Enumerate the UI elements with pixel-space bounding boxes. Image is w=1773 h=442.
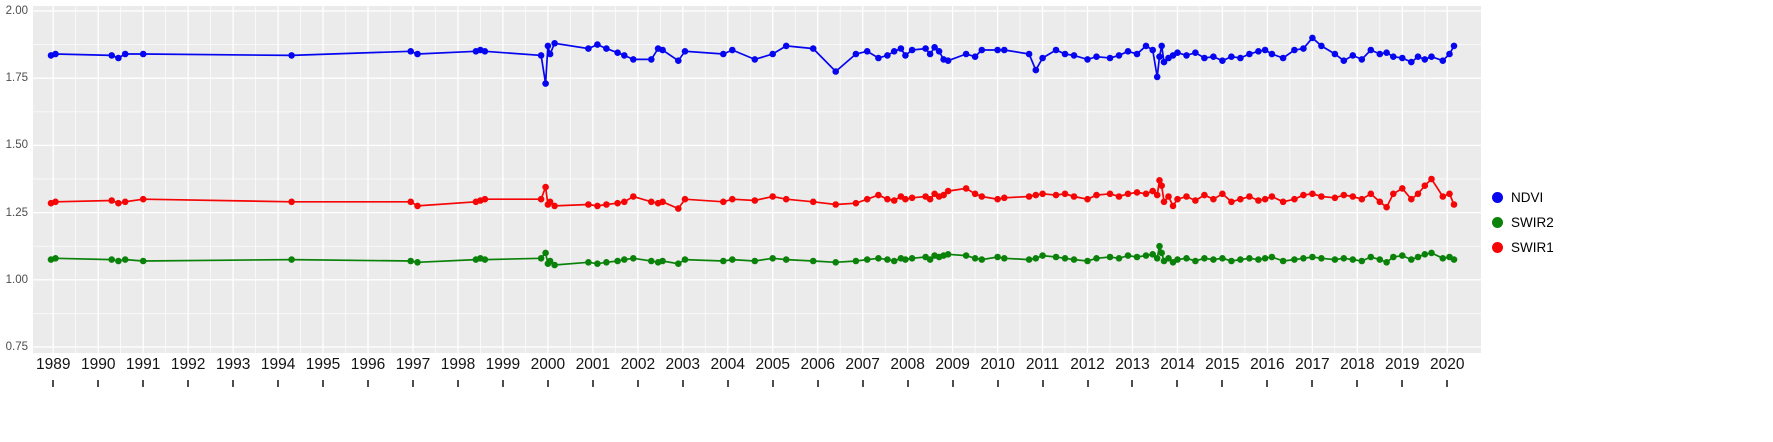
x-axis-tick-label: 2019	[1385, 356, 1420, 373]
x-axis-tick-mark	[951, 380, 954, 387]
series-swir2	[47, 242, 1458, 269]
y-axis-tick-label: 1.50	[5, 139, 28, 152]
x-axis-tick-mark	[322, 380, 325, 387]
x-axis-tick-mark	[771, 380, 774, 387]
x-axis-tick-mark	[1086, 380, 1089, 387]
x-axis-tick-mark	[546, 380, 549, 387]
x-axis-tick-label: 2012	[1070, 356, 1105, 373]
x-axis: 1989 1990 1991 1992 1993 1994 1995 1996 1997 1998…	[33, 356, 1481, 376]
x-axis-tick-label: 1994	[260, 356, 296, 373]
x-axis-tick-label: 1993	[215, 356, 251, 373]
x-axis-tick-label: 2016	[1250, 356, 1285, 373]
x-axis-tick-label: 1990	[80, 356, 116, 373]
x-axis-tick-label: 2014	[1160, 356, 1195, 373]
x-axis-tick-mark	[277, 380, 280, 387]
swir1-point-icon	[1492, 242, 1503, 253]
x-axis-tick-label: 1991	[125, 356, 161, 373]
legend-label-ndvi: NDVI	[1511, 189, 1544, 205]
x-axis-tick-mark	[681, 380, 684, 387]
x-axis-tick-label: 1989	[35, 356, 71, 373]
x-axis-tick-mark	[411, 380, 414, 387]
y-axis-tick-label: 2.00	[5, 5, 28, 17]
x-axis-tick-label: 2008	[890, 356, 925, 373]
x-axis-tick-label: 2010	[980, 356, 1015, 373]
x-axis-tick-label: 1992	[170, 356, 206, 373]
x-axis-ticks	[33, 380, 1481, 388]
x-axis-tick-mark	[52, 380, 55, 387]
x-axis-tick-mark	[1401, 380, 1404, 387]
x-axis-tick-label: 2001	[575, 356, 611, 373]
x-axis-tick-label: 2011	[1025, 356, 1060, 373]
x-axis-tick-label: 1996	[350, 356, 386, 373]
plot-area	[33, 6, 1481, 353]
x-axis-tick-mark	[187, 380, 190, 387]
x-axis-tick-label: 2005	[755, 356, 790, 373]
y-axis-tick-label: 1.00	[5, 273, 28, 286]
legend-item-ndvi: NDVI	[1492, 185, 1554, 210]
x-axis-tick-mark	[591, 380, 594, 387]
y-axis-tick-label: 1.75	[5, 72, 28, 85]
series-ndvi	[47, 34, 1458, 87]
legend-label-swir2: SWIR2	[1511, 214, 1554, 230]
x-axis-tick-mark	[1041, 380, 1044, 387]
x-axis-tick-mark	[906, 380, 909, 387]
x-axis-tick-label: 1997	[395, 356, 431, 373]
x-axis-tick-mark	[1356, 380, 1359, 387]
x-axis-tick-mark	[1266, 380, 1269, 387]
x-axis-tick-mark	[861, 380, 864, 387]
x-axis-tick-label: 2020	[1430, 356, 1465, 373]
x-axis-tick-mark	[996, 380, 999, 387]
legend-item-swir2: SWIR2	[1492, 210, 1554, 235]
x-axis-tick-label: 2006	[800, 356, 835, 373]
x-axis-tick-label: 2002	[620, 356, 656, 373]
x-axis-tick-mark	[232, 380, 235, 387]
y-axis: 2.00 1.75 1.50 1.25 1.00 0.75	[0, 0, 31, 442]
y-axis-tick-label: 1.25	[5, 206, 28, 219]
x-axis-tick-mark	[1446, 380, 1449, 387]
x-axis-tick-mark	[816, 380, 819, 387]
x-axis-tick-label: 2018	[1340, 356, 1375, 373]
x-axis-tick-mark	[501, 380, 504, 387]
swir2-point-icon	[1492, 217, 1503, 228]
x-axis-tick-label: 2004	[710, 356, 746, 373]
x-axis-tick-label: 2015	[1205, 356, 1240, 373]
y-axis-tick-label: 0.75	[5, 341, 28, 353]
x-axis-tick-mark	[726, 380, 729, 387]
x-axis-tick-label: 2013	[1115, 356, 1150, 373]
legend-label-swir1: SWIR1	[1511, 239, 1554, 255]
x-axis-tick-label: 2007	[845, 356, 880, 373]
x-axis-tick-label: 1999	[485, 356, 521, 373]
series-swir1	[47, 175, 1458, 212]
x-axis-tick-label: 2003	[665, 356, 701, 373]
legend-item-swir1: SWIR1	[1492, 235, 1554, 260]
legend: NDVI SWIR2 SWIR1	[1492, 185, 1554, 260]
x-axis-tick-label: 2017	[1295, 356, 1330, 373]
x-axis-tick-mark	[456, 380, 459, 387]
x-axis-tick-label: 2000	[530, 356, 566, 373]
x-axis-tick-mark	[367, 380, 370, 387]
x-axis-tick-mark	[97, 380, 100, 387]
x-axis-tick-mark	[1131, 380, 1134, 387]
x-axis-tick-mark	[142, 380, 145, 387]
x-axis-tick-mark	[1221, 380, 1224, 387]
x-axis-tick-label: 1998	[440, 356, 476, 373]
x-axis-tick-mark	[636, 380, 639, 387]
x-axis-tick-mark	[1311, 380, 1314, 387]
x-axis-tick-mark	[1176, 380, 1179, 387]
x-axis-tick-label: 1995	[305, 356, 341, 373]
ndvi-point-icon	[1492, 192, 1503, 203]
x-axis-tick-label: 2009	[935, 356, 970, 373]
